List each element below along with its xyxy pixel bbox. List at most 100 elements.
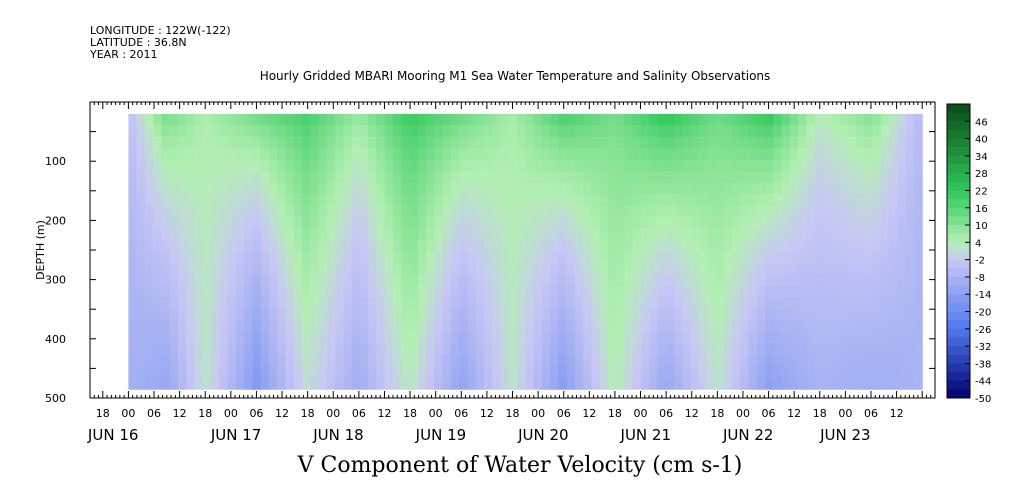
heatmap-cell xyxy=(880,297,890,310)
heatmap-cell xyxy=(558,354,568,367)
heatmap-cell xyxy=(558,205,568,218)
heatmap-cell xyxy=(558,182,568,195)
heatmap-cell xyxy=(227,228,237,241)
heatmap-cell xyxy=(351,331,361,344)
heatmap-cell xyxy=(268,125,278,138)
heatmap-cell xyxy=(839,274,849,287)
heatmap-cell xyxy=(252,343,262,356)
heatmap-cell xyxy=(483,297,493,310)
heatmap-cell xyxy=(252,297,262,310)
heatmap-cell xyxy=(624,125,634,138)
heatmap-cell xyxy=(897,125,907,138)
heatmap-cell xyxy=(169,354,179,367)
heatmap-cell xyxy=(665,366,675,379)
heatmap-cell xyxy=(624,171,634,184)
heatmap-cell xyxy=(219,217,229,230)
colorbar-label: 46 xyxy=(975,117,988,128)
heatmap-cell xyxy=(202,354,212,367)
x-tick-label: 00 xyxy=(531,407,545,420)
heatmap-cell xyxy=(318,217,328,230)
heatmap-cell xyxy=(252,320,262,333)
x-tick-label: 06 xyxy=(249,407,263,420)
heatmap-cell xyxy=(202,308,212,321)
heatmap-cell xyxy=(310,240,320,253)
heatmap-cell xyxy=(384,125,394,138)
heatmap-cell xyxy=(632,217,642,230)
heatmap-cell xyxy=(318,343,328,356)
heatmap-cell xyxy=(682,228,692,241)
colorbar-swatch xyxy=(947,294,970,304)
heatmap-cell xyxy=(235,366,245,379)
heatmap-cell xyxy=(657,354,667,367)
heatmap-cell xyxy=(459,377,469,390)
heatmap-cell xyxy=(235,297,245,310)
heatmap-cell xyxy=(665,217,675,230)
heatmap-cell xyxy=(293,159,303,172)
colorbar-label: -8 xyxy=(975,273,985,284)
heatmap-cell xyxy=(897,171,907,184)
heatmap-cell xyxy=(401,113,411,126)
heatmap-cell xyxy=(202,113,212,126)
heatmap-cell xyxy=(235,343,245,356)
x-date-label: JUN 22 xyxy=(722,426,773,444)
heatmap-cell xyxy=(822,285,832,298)
heatmap-cell xyxy=(227,343,237,356)
heatmap-cell xyxy=(905,182,915,195)
heatmap-cell xyxy=(326,366,336,379)
colorbar-swatch xyxy=(947,380,970,390)
heatmap-cell xyxy=(781,274,791,287)
heatmap-cell xyxy=(831,125,841,138)
heatmap-cell xyxy=(426,251,435,264)
colorbar-swatch xyxy=(947,242,970,252)
heatmap-cell xyxy=(161,171,171,184)
heatmap-cell xyxy=(517,217,526,230)
y-axis-title: DEPTH (m) xyxy=(34,220,47,280)
heatmap-cell xyxy=(541,331,551,344)
heatmap-cell xyxy=(665,194,675,207)
heatmap-cell xyxy=(409,113,419,126)
heatmap-cell xyxy=(558,240,568,253)
x-tick-label: 18 xyxy=(301,407,315,420)
heatmap-cell xyxy=(359,262,369,276)
heatmap-cell xyxy=(616,240,626,253)
heatmap-cell xyxy=(244,251,254,264)
x-date-label: JUN 19 xyxy=(415,426,466,444)
heatmap-cell xyxy=(194,331,204,344)
heatmap-cell xyxy=(368,148,378,161)
heatmap-cell xyxy=(401,171,411,184)
heatmap-cell xyxy=(707,343,717,356)
heatmap-cell xyxy=(558,217,568,230)
heatmap-cell xyxy=(359,297,369,310)
heatmap-cell xyxy=(847,148,857,161)
heatmap-cell xyxy=(169,297,179,310)
heatmap-cell xyxy=(674,331,684,344)
heatmap-cell xyxy=(905,113,915,126)
heatmap-cell xyxy=(161,136,171,149)
heatmap-cell xyxy=(219,228,229,241)
heatmap-cell xyxy=(698,366,708,379)
heatmap-cell xyxy=(525,205,535,218)
heatmap-cell xyxy=(607,171,617,184)
heatmap-cell xyxy=(674,285,684,298)
heatmap-cell xyxy=(583,148,593,161)
heatmap-cell xyxy=(665,320,675,333)
heatmap-cell xyxy=(583,377,593,390)
heatmap-cell xyxy=(384,308,394,321)
heatmap-cell xyxy=(789,377,799,390)
heatmap-cell xyxy=(574,262,584,276)
heatmap-cell xyxy=(326,159,336,172)
heatmap-cell xyxy=(748,297,758,310)
heatmap-cell xyxy=(583,331,593,344)
heatmap-cell xyxy=(500,320,510,333)
heatmap-cell xyxy=(814,285,824,298)
heatmap-cell xyxy=(128,194,138,207)
heatmap-cell xyxy=(409,366,419,379)
heatmap-cell xyxy=(252,194,262,207)
heatmap-cell xyxy=(302,354,311,367)
heatmap-cell xyxy=(831,343,841,356)
heatmap-cell xyxy=(856,262,865,276)
heatmap-cell xyxy=(194,251,204,264)
heatmap-cell xyxy=(335,251,344,264)
heatmap-cell xyxy=(765,228,774,241)
heatmap-cell xyxy=(467,125,477,138)
